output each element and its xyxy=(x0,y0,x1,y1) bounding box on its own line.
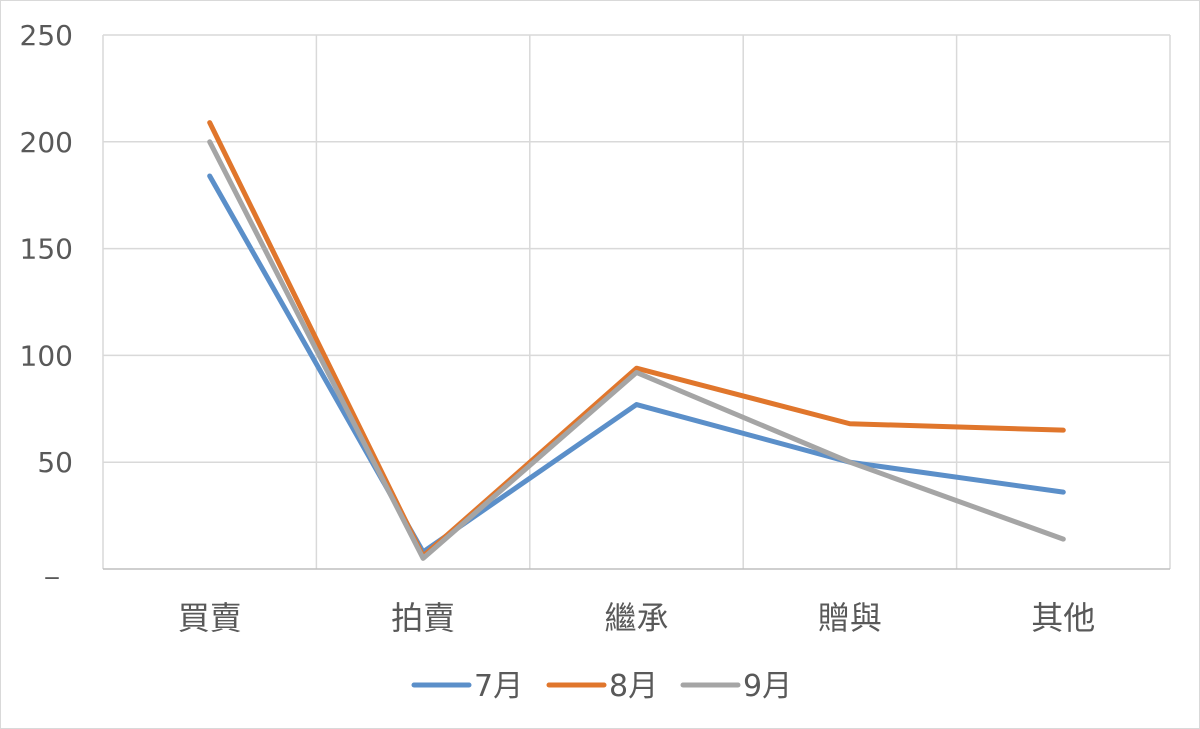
y-tick-label: 150 xyxy=(20,233,73,266)
x-tick-label: 繼承 xyxy=(604,599,668,637)
y-tick-label: 50 xyxy=(37,446,73,479)
legend-label: 7月 xyxy=(474,669,523,704)
x-tick-label: 拍賣 xyxy=(391,599,455,637)
legend-label: 8月 xyxy=(609,669,658,704)
legend: 7月 8月 9月 xyxy=(411,669,792,704)
y-tick-label: 100 xyxy=(20,339,73,372)
gridlines xyxy=(102,34,1171,570)
series-lines xyxy=(207,120,1066,561)
x-tick-label: 其他 xyxy=(1031,599,1095,637)
y-tick-label-zero: _ xyxy=(45,550,60,580)
legend-label: 9月 xyxy=(743,669,792,704)
y-tick-label: 250 xyxy=(20,19,73,52)
x-tick-label: 買賣 xyxy=(178,599,242,637)
series-line-2 xyxy=(207,139,1066,561)
x-axis-ticks: 買賣 拍賣 繼承 贈與 其他 xyxy=(178,599,1096,637)
y-axis-ticks: 250 200 150 100 50 _ xyxy=(20,19,73,580)
y-tick-label: 200 xyxy=(20,126,73,159)
x-tick-label: 贈與 xyxy=(818,599,882,637)
